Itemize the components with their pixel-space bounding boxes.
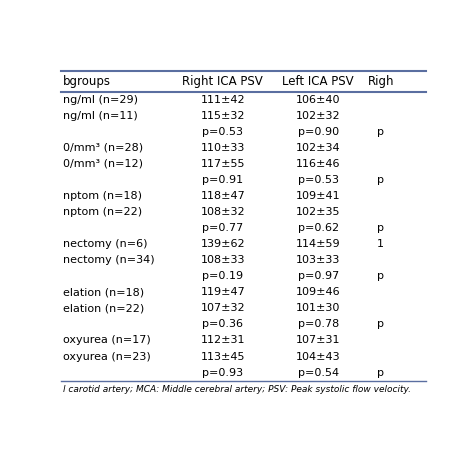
Text: p=0.97: p=0.97 (298, 271, 339, 281)
Text: 115±32: 115±32 (201, 110, 245, 121)
Text: 102±34: 102±34 (296, 143, 340, 153)
Text: 108±33: 108±33 (201, 255, 245, 265)
Text: oxyurea (n=17): oxyurea (n=17) (63, 336, 151, 346)
Text: 110±33: 110±33 (201, 143, 245, 153)
Text: p=0.53: p=0.53 (202, 127, 243, 137)
Text: nectomy (n=6): nectomy (n=6) (63, 239, 147, 249)
Text: nptom (n=18): nptom (n=18) (63, 191, 142, 201)
Text: 108±32: 108±32 (201, 207, 245, 217)
Text: 102±35: 102±35 (296, 207, 340, 217)
Text: p: p (377, 175, 384, 185)
Text: p=0.78: p=0.78 (298, 319, 339, 329)
Text: oxyurea (n=23): oxyurea (n=23) (63, 352, 151, 362)
Text: 106±40: 106±40 (296, 95, 340, 105)
Text: 112±31: 112±31 (201, 336, 245, 346)
Text: 111±42: 111±42 (201, 95, 245, 105)
Text: p=0.93: p=0.93 (202, 368, 243, 378)
Text: p=0.62: p=0.62 (298, 223, 339, 233)
Text: 113±45: 113±45 (201, 352, 245, 362)
Text: bgroups: bgroups (63, 75, 111, 88)
Text: 117±55: 117±55 (201, 159, 245, 169)
Text: 107±31: 107±31 (296, 336, 340, 346)
Text: ng/ml (n=11): ng/ml (n=11) (63, 110, 137, 121)
Text: Righ: Righ (367, 75, 394, 88)
Text: p: p (377, 319, 384, 329)
Text: p=0.19: p=0.19 (202, 271, 243, 281)
Text: l carotid artery; MCA: Middle cerebral artery; PSV: Peak systolic flow velocity.: l carotid artery; MCA: Middle cerebral a… (63, 385, 411, 394)
Text: Right ICA PSV: Right ICA PSV (182, 75, 263, 88)
Text: p=0.90: p=0.90 (298, 127, 339, 137)
Text: 0/mm³ (n=28): 0/mm³ (n=28) (63, 143, 143, 153)
Text: 103±33: 103±33 (296, 255, 340, 265)
Text: ng/ml (n=29): ng/ml (n=29) (63, 95, 138, 105)
Text: 109±46: 109±46 (296, 287, 340, 297)
Text: 118±47: 118±47 (201, 191, 245, 201)
Text: 104±43: 104±43 (296, 352, 340, 362)
Text: nectomy (n=34): nectomy (n=34) (63, 255, 155, 265)
Text: p: p (377, 127, 384, 137)
Text: p: p (377, 368, 384, 378)
Text: 114±59: 114±59 (296, 239, 340, 249)
Text: 1: 1 (377, 239, 384, 249)
Text: 109±41: 109±41 (296, 191, 340, 201)
Text: nptom (n=22): nptom (n=22) (63, 207, 142, 217)
Text: 139±62: 139±62 (201, 239, 245, 249)
Text: 0/mm³ (n=12): 0/mm³ (n=12) (63, 159, 143, 169)
Text: 116±46: 116±46 (296, 159, 340, 169)
Text: p=0.77: p=0.77 (202, 223, 243, 233)
Text: 107±32: 107±32 (201, 303, 245, 313)
Text: 119±47: 119±47 (201, 287, 245, 297)
Text: p=0.54: p=0.54 (298, 368, 339, 378)
Text: 102±32: 102±32 (296, 110, 340, 121)
Text: p=0.53: p=0.53 (298, 175, 339, 185)
Text: elation (n=22): elation (n=22) (63, 303, 144, 313)
Text: elation (n=18): elation (n=18) (63, 287, 144, 297)
Text: 101±30: 101±30 (296, 303, 340, 313)
Text: p: p (377, 223, 384, 233)
Text: p=0.91: p=0.91 (202, 175, 243, 185)
Text: Left ICA PSV: Left ICA PSV (283, 75, 354, 88)
Text: p=0.36: p=0.36 (202, 319, 243, 329)
Text: p: p (377, 271, 384, 281)
